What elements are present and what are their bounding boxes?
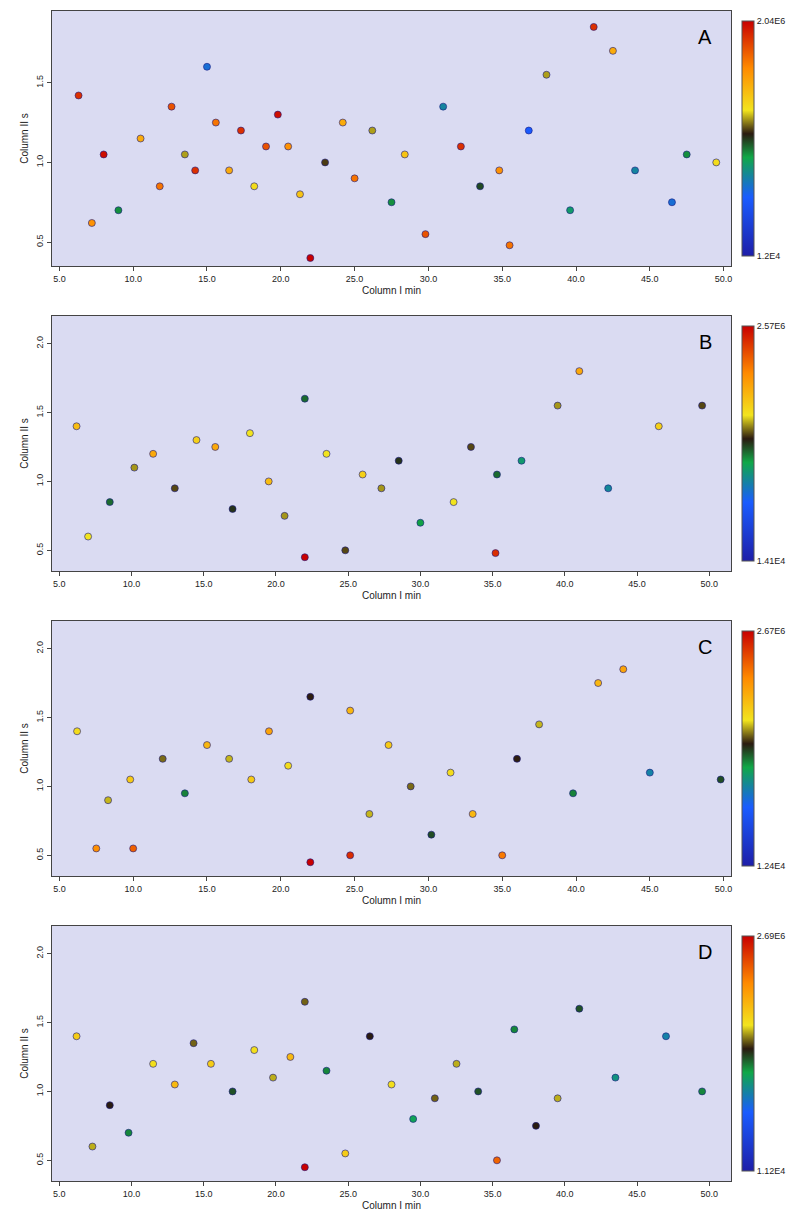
svg-text:30.0: 30.0 [412, 579, 430, 589]
svg-text:15.0: 15.0 [195, 1189, 213, 1199]
svg-text:1.24E4: 1.24E4 [757, 861, 786, 871]
svg-text:30.0: 30.0 [420, 884, 438, 894]
svg-text:45.0: 45.0 [641, 274, 659, 284]
svg-text:D: D [698, 941, 712, 963]
svg-text:2.0: 2.0 [35, 641, 45, 654]
svg-text:Column I min: Column I min [362, 590, 421, 601]
svg-text:1.41E4: 1.41E4 [757, 556, 786, 566]
svg-text:Column II s: Column II s [19, 418, 30, 469]
svg-text:45.0: 45.0 [641, 884, 659, 894]
svg-text:40.0: 40.0 [556, 1189, 574, 1199]
svg-text:2.0: 2.0 [35, 336, 45, 349]
svg-text:Column II s: Column II s [19, 113, 30, 164]
svg-text:15.0: 15.0 [198, 884, 216, 894]
svg-text:1.0: 1.0 [35, 155, 45, 168]
svg-text:40.0: 40.0 [567, 274, 585, 284]
svg-text:1.12E4: 1.12E4 [757, 1166, 786, 1176]
svg-text:2.69E6: 2.69E6 [757, 931, 786, 941]
svg-text:15.0: 15.0 [195, 579, 213, 589]
svg-text:35.0: 35.0 [484, 579, 502, 589]
svg-text:10.0: 10.0 [124, 884, 142, 894]
svg-text:0.5: 0.5 [35, 234, 45, 247]
svg-text:15.0: 15.0 [198, 274, 216, 284]
svg-text:Column I min: Column I min [362, 1200, 421, 1211]
svg-text:25.0: 25.0 [346, 884, 364, 894]
svg-text:2.67E6: 2.67E6 [757, 626, 786, 636]
svg-text:45.0: 45.0 [628, 1189, 646, 1199]
svg-text:5.0: 5.0 [53, 884, 66, 894]
svg-text:35.0: 35.0 [493, 884, 511, 894]
svg-text:2.57E6: 2.57E6 [757, 321, 786, 331]
svg-text:Column I min: Column I min [362, 895, 421, 906]
svg-text:30.0: 30.0 [420, 274, 438, 284]
svg-text:0.5: 0.5 [35, 543, 45, 556]
svg-text:10.0: 10.0 [123, 579, 141, 589]
svg-text:1.0: 1.0 [35, 1084, 45, 1097]
svg-text:50.0: 50.0 [701, 1189, 719, 1199]
svg-text:20.0: 20.0 [267, 579, 285, 589]
svg-text:C: C [698, 636, 712, 658]
svg-text:30.0: 30.0 [412, 1189, 430, 1199]
svg-text:5.0: 5.0 [53, 274, 66, 284]
svg-text:40.0: 40.0 [567, 884, 585, 894]
svg-text:10.0: 10.0 [123, 1189, 141, 1199]
svg-text:35.0: 35.0 [484, 1189, 502, 1199]
svg-text:25.0: 25.0 [339, 579, 357, 589]
svg-text:B: B [699, 331, 712, 353]
svg-text:20.0: 20.0 [272, 274, 290, 284]
svg-text:45.0: 45.0 [628, 579, 646, 589]
svg-text:5.0: 5.0 [53, 579, 66, 589]
svg-text:0.5: 0.5 [35, 1153, 45, 1166]
svg-text:25.0: 25.0 [339, 1189, 357, 1199]
svg-text:50.0: 50.0 [715, 274, 733, 284]
svg-text:1.2E4: 1.2E4 [757, 251, 781, 261]
svg-text:10.0: 10.0 [124, 274, 142, 284]
svg-text:Column II s: Column II s [19, 723, 30, 774]
svg-text:0.5: 0.5 [35, 848, 45, 861]
svg-text:Column II s: Column II s [19, 1028, 30, 1079]
svg-text:35.0: 35.0 [493, 274, 511, 284]
svg-text:1.0: 1.0 [35, 474, 45, 487]
svg-text:25.0: 25.0 [346, 274, 364, 284]
svg-text:50.0: 50.0 [701, 579, 719, 589]
svg-text:1.5: 1.5 [35, 710, 45, 723]
svg-text:50.0: 50.0 [715, 884, 733, 894]
svg-text:20.0: 20.0 [267, 1189, 285, 1199]
svg-text:1.5: 1.5 [35, 1015, 45, 1028]
svg-text:1.0: 1.0 [35, 779, 45, 792]
svg-text:40.0: 40.0 [556, 579, 574, 589]
svg-text:1.5: 1.5 [35, 75, 45, 88]
svg-text:20.0: 20.0 [272, 884, 290, 894]
svg-text:Column I min: Column I min [362, 285, 421, 296]
svg-text:2.04E6: 2.04E6 [757, 16, 786, 26]
svg-text:5.0: 5.0 [53, 1189, 66, 1199]
svg-text:A: A [698, 26, 712, 48]
svg-text:1.5: 1.5 [35, 405, 45, 418]
svg-text:2.0: 2.0 [35, 946, 45, 959]
